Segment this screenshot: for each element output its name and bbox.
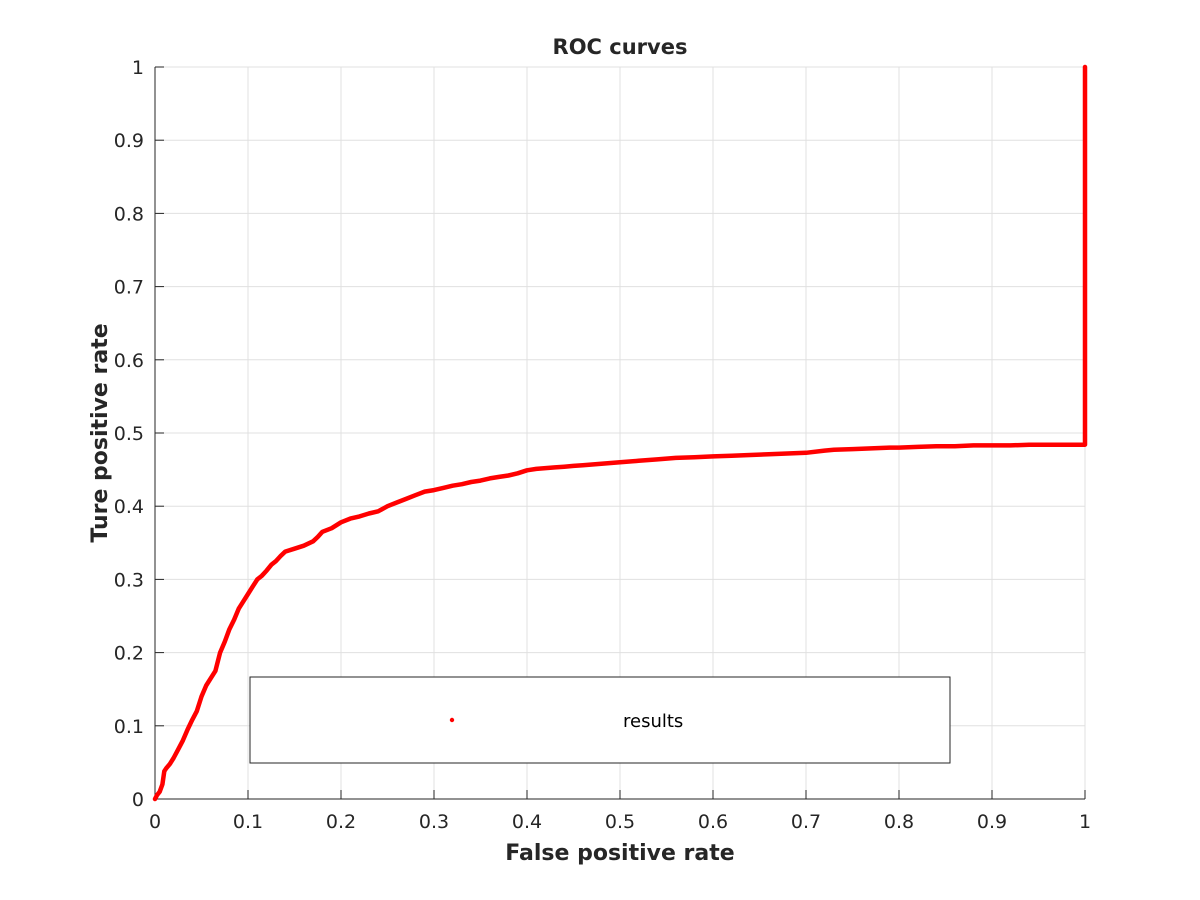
legend-entry-results: results — [623, 711, 683, 732]
legend: results — [249, 676, 951, 764]
y-tick-label-8: 0.8 — [114, 203, 144, 225]
x-tick-label-6: 0.6 — [698, 811, 728, 833]
x-tick-label-0: 0 — [149, 811, 161, 833]
y-tick-label-4: 0.4 — [114, 496, 144, 518]
series-line-results — [152, 64, 1088, 802]
x-axis-label: False positive rate — [505, 841, 734, 866]
series-layer — [152, 64, 1088, 802]
y-tick-label-1: 0.1 — [114, 716, 144, 738]
y-tick-label-3: 0.3 — [114, 569, 144, 591]
legend-marker-results — [449, 717, 455, 723]
x-tick-label-9: 0.9 — [977, 811, 1007, 833]
x-tick-label-5: 0.5 — [605, 811, 635, 833]
y-axis-label: Ture positive rate — [88, 323, 113, 542]
y-tick-label-0: 0 — [132, 789, 144, 811]
x-tick-label-1: 0.1 — [233, 811, 263, 833]
x-tick-label-8: 0.8 — [884, 811, 914, 833]
x-tick-label-10: 1 — [1079, 811, 1091, 833]
y-tick-label-6: 0.6 — [114, 350, 144, 372]
y-tick-label-10: 1 — [132, 57, 144, 79]
x-tick-label-3: 0.3 — [419, 811, 449, 833]
y-tick-label-5: 0.5 — [114, 423, 144, 445]
y-tick-label-7: 0.7 — [114, 277, 144, 299]
y-tick-label-2: 0.2 — [114, 643, 144, 665]
legend-box — [249, 676, 951, 764]
chart-title: ROC curves — [553, 35, 688, 59]
x-tick-label-4: 0.4 — [512, 811, 542, 833]
y-tick-label-9: 0.9 — [114, 130, 144, 152]
x-tick-label-7: 0.7 — [791, 811, 821, 833]
tick-labels: 0 0.1 0.2 0.3 0.4 0.5 0.6 0.7 0.8 0.9 1 0 0.1 0.2 0.3 0… — [114, 57, 1091, 833]
x-tick-label-2: 0.2 — [326, 811, 356, 833]
